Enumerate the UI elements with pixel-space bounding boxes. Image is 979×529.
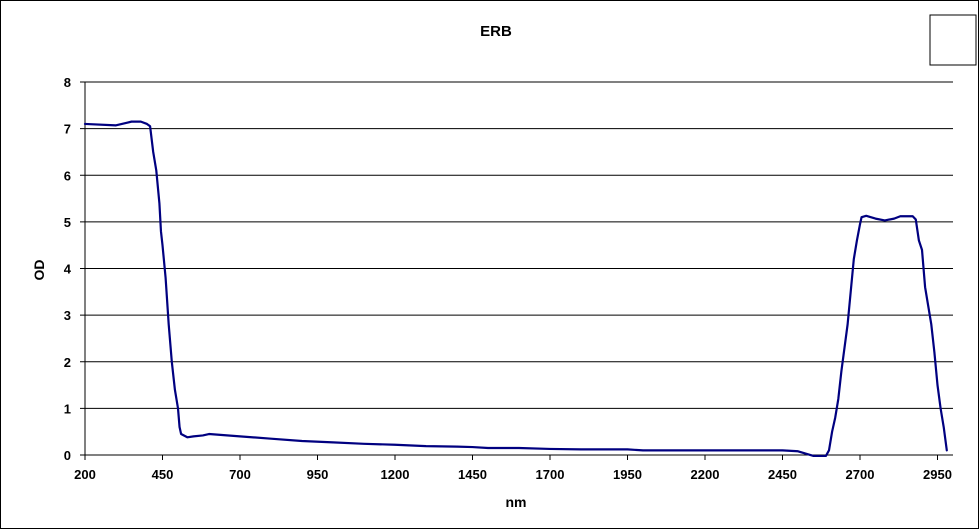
y-tick-label: 4 [64,262,72,277]
chart-title: ERB [480,23,512,40]
x-tick-label: 700 [229,467,251,482]
y-tick-label: 0 [64,448,71,463]
x-tick-label: 200 [74,467,96,482]
y-tick-label: 3 [64,308,71,323]
y-tick-label: 2 [64,355,71,370]
x-tick-label: 1450 [458,467,487,482]
x-tick-label: 1200 [381,467,410,482]
y-axis-label: OD [31,260,47,281]
od-series-line [83,120,948,458]
x-tick-label: 950 [307,467,329,482]
y-tick-label: 1 [64,401,71,416]
x-axis-label: nm [506,494,527,510]
x-tick-label: 2700 [846,467,875,482]
x-tick-label: 2950 [923,467,952,482]
x-tick-label: 450 [152,467,174,482]
y-tick-label: 5 [64,215,71,230]
x-tick-label: 2450 [768,467,797,482]
y-tick-label: 6 [64,168,71,183]
y-tick-label: 8 [64,75,71,90]
x-tick-label: 1950 [613,467,642,482]
x-tick-label: 2200 [691,467,720,482]
y-tick-label: 7 [64,122,71,137]
legend-box [929,14,977,66]
x-tick-label: 1700 [536,467,565,482]
